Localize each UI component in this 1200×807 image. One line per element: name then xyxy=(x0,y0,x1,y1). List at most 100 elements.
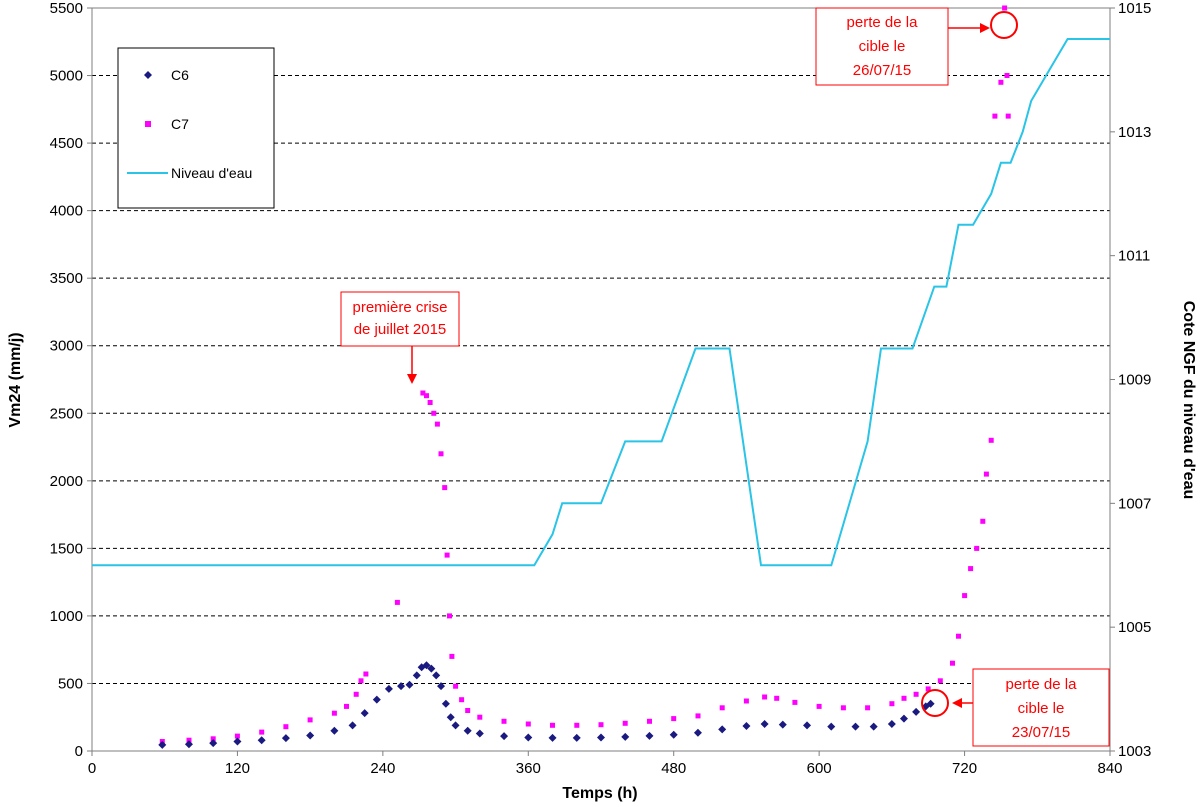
data-point-c6 xyxy=(397,682,406,691)
y-axis-title: Vm24 (mm/j) xyxy=(7,332,24,427)
series-line-niveau-eau xyxy=(92,38,1110,567)
data-point-c7 xyxy=(913,691,919,697)
annotation-circle xyxy=(990,11,1018,39)
x-tick-label: 720 xyxy=(952,760,977,777)
data-point-c7 xyxy=(695,713,701,719)
data-point-c6 xyxy=(869,722,878,731)
data-point-c6 xyxy=(158,740,167,749)
data-point-c7 xyxy=(743,698,749,704)
y-tick-label: 4000 xyxy=(50,203,83,220)
data-point-c7 xyxy=(992,113,998,119)
y-tick-label: 1000 xyxy=(50,608,83,625)
data-point-c6 xyxy=(760,719,769,728)
data-point-c7 xyxy=(983,471,989,477)
data-point-c6 xyxy=(446,713,455,722)
data-point-c6 xyxy=(233,737,242,746)
data-point-c7 xyxy=(774,695,780,701)
annotation-line: 23/07/15 xyxy=(1012,724,1070,741)
data-point-c6 xyxy=(281,734,290,743)
data-point-c7 xyxy=(394,599,400,605)
annotation-perte-cible-c7: perte de la cible le 26/07/15 xyxy=(815,7,1018,86)
data-point-c6 xyxy=(803,721,812,730)
data-point-c6 xyxy=(348,721,357,730)
annotation-line: cible le xyxy=(1018,700,1065,717)
y-tick-label: 0 xyxy=(75,743,83,760)
annotation-box xyxy=(815,7,949,86)
data-point-c7 xyxy=(998,79,1004,85)
data-point-c6 xyxy=(597,733,605,742)
y-tick-label: 5500 xyxy=(50,0,83,17)
y2-tick-label: 1003 xyxy=(1118,743,1151,760)
series-layer xyxy=(92,5,1110,749)
data-point-c7 xyxy=(459,697,465,703)
data-point-c7 xyxy=(442,485,448,491)
annotation-arrowhead xyxy=(407,374,417,384)
y-tick-label: 2500 xyxy=(50,405,83,422)
y2-tick-label: 1005 xyxy=(1118,619,1151,636)
y-tick-label: 4500 xyxy=(50,135,83,152)
x-axis-title: Temps (h) xyxy=(562,785,637,802)
data-point-c6 xyxy=(742,722,751,731)
data-point-c6 xyxy=(899,714,908,723)
data-point-c7 xyxy=(210,736,216,742)
data-point-c7 xyxy=(865,705,871,711)
data-point-c6 xyxy=(912,707,921,716)
data-point-c6 xyxy=(306,731,315,740)
data-point-c7 xyxy=(968,566,974,572)
data-point-c7 xyxy=(792,699,798,705)
annotation-arrowhead xyxy=(980,23,990,33)
data-point-c7 xyxy=(980,518,986,524)
data-point-c7 xyxy=(816,703,822,709)
data-point-c6 xyxy=(524,733,533,742)
x-tick-label: 840 xyxy=(1097,760,1122,777)
data-point-c7 xyxy=(434,421,440,427)
x-tick-label: 120 xyxy=(225,760,250,777)
annotation-line: première crise xyxy=(352,299,447,316)
x-tick-label: 360 xyxy=(516,760,541,777)
data-point-c7 xyxy=(501,718,507,724)
data-point-c6 xyxy=(887,719,896,728)
data-point-c6 xyxy=(669,730,678,739)
data-point-c6 xyxy=(209,739,218,748)
legend-c7-label: C7 xyxy=(171,116,189,132)
axis-ticks: 0 500 1000 1500 2000 2500 3000 3500 4000 4500 5000… xyxy=(50,0,1152,777)
data-point-c7 xyxy=(453,683,459,689)
annotation-line: 26/07/15 xyxy=(853,62,911,79)
data-point-c7 xyxy=(962,593,968,599)
data-point-c6 xyxy=(257,736,266,745)
data-point-c6 xyxy=(384,684,393,693)
x-tick-label: 0 xyxy=(88,760,96,777)
data-point-c7 xyxy=(427,400,433,405)
data-point-c6 xyxy=(718,725,727,734)
data-point-c6 xyxy=(441,699,450,708)
data-point-c7 xyxy=(889,701,895,707)
y2-axis-title: Cote NGF du niveau d'eau xyxy=(1180,301,1197,500)
annotation-box xyxy=(340,291,460,347)
data-point-c6 xyxy=(184,740,193,749)
annotation-perte-cible-c6: perte de la cible le 23/07/15 xyxy=(921,668,1110,747)
data-point-c6 xyxy=(330,726,339,735)
data-point-c6 xyxy=(693,728,702,737)
data-point-c7 xyxy=(444,552,450,558)
data-point-c7 xyxy=(950,660,955,666)
data-point-c7 xyxy=(988,437,994,443)
data-point-c7 xyxy=(307,717,313,723)
data-point-c7 xyxy=(1002,5,1008,11)
data-point-c7 xyxy=(719,705,725,711)
data-point-c7 xyxy=(550,722,555,728)
data-point-c7 xyxy=(438,451,444,457)
data-point-c6 xyxy=(827,722,836,731)
data-point-c6 xyxy=(621,732,630,741)
data-point-c7 xyxy=(762,694,768,700)
y-tick-label: 3000 xyxy=(50,338,83,355)
legend-c6-marker xyxy=(144,71,152,79)
data-point-c7 xyxy=(671,716,677,722)
annotation-circle xyxy=(921,689,949,717)
data-point-c6 xyxy=(405,680,414,689)
data-point-c7 xyxy=(925,686,931,692)
data-point-c7 xyxy=(465,708,471,713)
annotation-line: perte de la xyxy=(847,14,919,31)
data-point-c6 xyxy=(422,661,431,670)
y2-tick-label: 1007 xyxy=(1118,495,1151,512)
data-point-c7 xyxy=(234,733,240,739)
